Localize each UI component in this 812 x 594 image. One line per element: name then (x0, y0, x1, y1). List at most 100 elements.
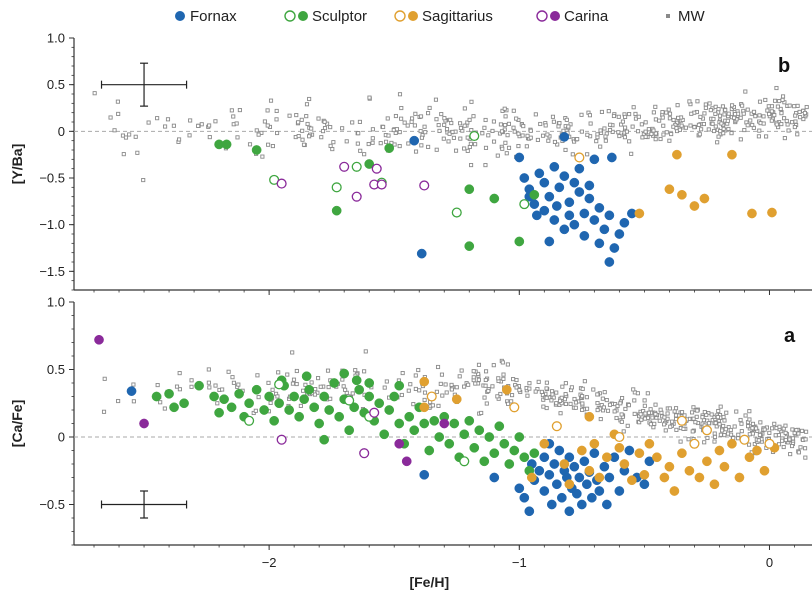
mw-point (362, 369, 367, 374)
mw-point (785, 122, 790, 127)
fornax-point (579, 208, 590, 219)
mw-point (696, 122, 701, 127)
mw-point (703, 102, 708, 107)
mw-point (434, 389, 439, 394)
fornax-point (514, 152, 525, 163)
mw-point (543, 123, 548, 128)
mw-point (677, 127, 683, 132)
mw-point (268, 400, 273, 405)
sagittarius-point (564, 479, 575, 490)
mw-point (653, 402, 658, 407)
mw-point (322, 119, 327, 124)
mw-point (471, 114, 476, 119)
mw-point (384, 379, 389, 384)
mw-point (483, 145, 489, 150)
mw-point (392, 142, 397, 147)
mw-point (350, 391, 355, 396)
mw-point (500, 360, 505, 365)
mw-point (551, 119, 556, 124)
legend-marker-filled (550, 11, 560, 21)
mw-point (643, 411, 648, 416)
mw-point (701, 121, 706, 127)
sagittarius-point (734, 472, 745, 483)
fornax-point (602, 499, 612, 510)
mw-point (769, 104, 775, 109)
mw-point (691, 405, 696, 410)
mw-point (511, 108, 516, 113)
mw-point (563, 401, 568, 406)
mw-point (435, 364, 441, 370)
sagittarius-point (501, 384, 512, 395)
mw-point (538, 121, 543, 127)
mw-point (213, 383, 218, 388)
mw-point (664, 110, 669, 115)
mw-point (500, 108, 505, 113)
sagittarius-point (672, 149, 682, 160)
mw-point (92, 91, 97, 96)
fornax-point (594, 238, 605, 249)
sagittarius-point (584, 465, 595, 476)
sculptor-point (179, 398, 189, 409)
sculptor-point (354, 384, 365, 395)
mw-point (462, 106, 467, 111)
mw-point (480, 131, 485, 136)
mw-point (544, 380, 549, 385)
mw-point (307, 134, 312, 139)
mw-point (640, 135, 645, 140)
mw-point (318, 384, 323, 389)
mw-point (270, 144, 275, 149)
mw-point (127, 132, 132, 137)
mw-point (651, 128, 656, 133)
fornax-point (554, 182, 565, 193)
mw-point (275, 394, 280, 399)
panel-letter-a: a (784, 325, 796, 347)
mw-point (725, 118, 730, 123)
legend-item-mw: MW (666, 8, 705, 25)
mw-point (550, 392, 555, 397)
legend-marker-open (536, 10, 548, 22)
mw-point (784, 118, 789, 124)
mw-point (711, 116, 716, 121)
sagittarius-point (689, 438, 700, 449)
mw-point (363, 349, 368, 354)
mw-point (438, 381, 443, 386)
mw-point (702, 409, 707, 415)
mw-point (123, 135, 129, 140)
fornax-point (594, 203, 605, 213)
mw-point (783, 430, 788, 435)
mw-point (800, 428, 805, 433)
mw-point (668, 424, 673, 429)
legend-label: Sagittarius (422, 8, 493, 25)
mw-point (294, 113, 299, 118)
mw-point (713, 420, 718, 426)
fornax-point (609, 243, 620, 253)
mw-point (206, 380, 211, 385)
mw-point (720, 428, 725, 433)
mw-point (496, 376, 501, 381)
mw-point (482, 125, 487, 130)
mw-point (427, 105, 432, 110)
mw-point (636, 114, 641, 119)
mw-point (657, 118, 662, 123)
mw-point (607, 127, 613, 133)
mw-point (612, 409, 617, 414)
mw-point (754, 426, 759, 431)
series-carina-open (276, 161, 430, 202)
series-sculptor-filled (214, 139, 540, 251)
sagittarius-point (419, 402, 430, 413)
mw-point (162, 406, 167, 411)
mw-point (718, 404, 723, 409)
sagittarius-point (689, 201, 700, 211)
mw-point (511, 125, 516, 130)
sculptor-point (259, 405, 269, 415)
mw-point (448, 117, 453, 122)
mw-point (527, 386, 532, 391)
mw-point (726, 111, 731, 116)
mw-point (112, 128, 117, 133)
mw-point (554, 401, 559, 406)
mw-point (772, 113, 777, 118)
sagittarius-point (664, 184, 675, 195)
mw-point (511, 377, 516, 382)
mw-point (781, 444, 786, 450)
sculptor-point (251, 145, 262, 155)
